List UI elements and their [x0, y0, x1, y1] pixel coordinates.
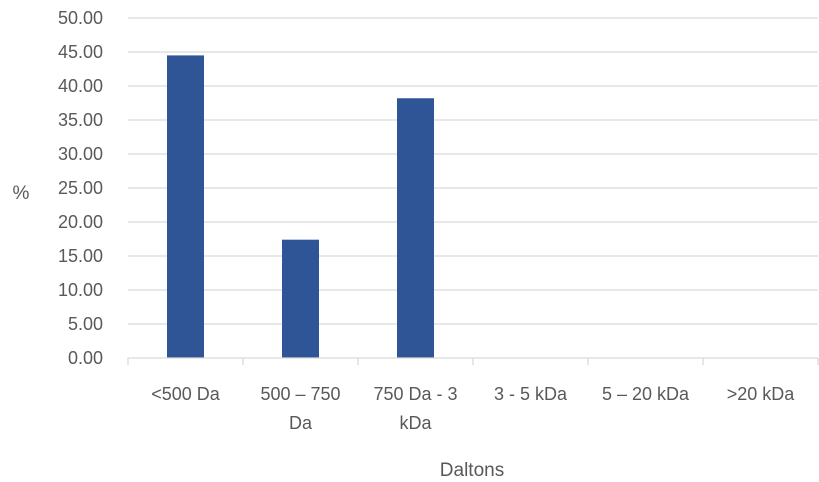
y-tick-label: 20.00 [58, 212, 103, 232]
y-tick-label: 0.00 [68, 348, 103, 368]
bar [282, 239, 319, 358]
y-tick-label: 25.00 [58, 178, 103, 198]
x-tick-label: <500 Da [151, 384, 221, 404]
y-tick-label: 30.00 [58, 144, 103, 164]
y-tick-label: 40.00 [58, 76, 103, 96]
bars [167, 55, 434, 359]
x-tick-label: 750 Da - 3 [373, 384, 457, 404]
x-axis-title: Daltons [440, 460, 504, 481]
x-tick-label: >20 kDa [727, 384, 796, 404]
bar [167, 55, 204, 359]
x-tick-label: kDa [399, 413, 432, 433]
y-tick-label: 50.00 [58, 8, 103, 28]
x-tick-label: Da [289, 413, 313, 433]
x-tick-label: 500 – 750 [260, 384, 340, 404]
y-tick-label: 45.00 [58, 42, 103, 62]
y-tick-label: 5.00 [68, 314, 103, 334]
x-axis [127, 357, 819, 365]
gridlines [128, 17, 818, 325]
y-tick-label: 35.00 [58, 110, 103, 130]
x-tick-label: 3 - 5 kDa [494, 384, 568, 404]
x-axis-tick-labels: <500 Da 500 – 750 Da 750 Da - 3 kDa 3 - 5 kDa… [151, 384, 795, 433]
y-axis-tick-labels: 0.00 5.00 10.00 15.00 20.00 25.00 30.00 35.00 40… [58, 8, 103, 368]
y-tick-label: 10.00 [58, 280, 103, 300]
bar [397, 98, 434, 359]
x-tick-label: 5 – 20 kDa [602, 384, 690, 404]
y-axis-title: % [13, 183, 30, 204]
y-tick-label: 15.00 [58, 246, 103, 266]
